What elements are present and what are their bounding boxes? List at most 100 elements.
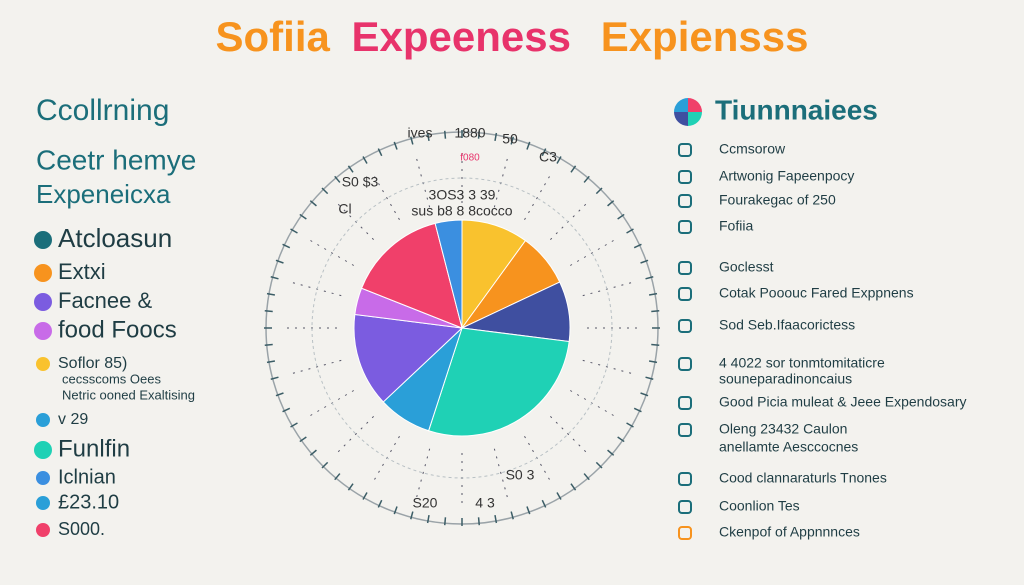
item-icon	[678, 220, 692, 234]
ring-spoke	[414, 448, 431, 502]
ring-label: C3	[539, 149, 557, 165]
item-icon	[678, 526, 692, 540]
ring-tick	[510, 511, 514, 520]
ring-tick	[640, 259, 649, 264]
ring-tick	[526, 506, 531, 515]
title-part: Sofiia	[216, 13, 331, 60]
ring-tick	[651, 309, 660, 313]
item-icon	[678, 194, 692, 208]
ring-spoke	[334, 416, 374, 456]
ring-tick	[595, 187, 603, 195]
item-icon	[34, 264, 52, 282]
right-item: Goclesst	[719, 259, 774, 275]
ring-tick	[477, 517, 481, 526]
ring-tick	[426, 132, 430, 142]
ring-tick	[309, 449, 317, 456]
ring-spoke	[582, 359, 636, 376]
left-item: Facnee &	[58, 288, 152, 313]
ring-tick	[633, 407, 642, 413]
item-icon	[678, 261, 692, 275]
ring-tick	[494, 514, 498, 524]
ring-label: sus b8 8 8cocco	[411, 203, 512, 219]
ring-label: ives	[408, 125, 433, 141]
ring-spoke	[582, 280, 636, 297]
left-subheading: Ceetr hemye	[36, 144, 196, 175]
ring-tick	[640, 392, 649, 397]
ring-spoke	[371, 171, 400, 220]
ring-tick	[270, 376, 279, 380]
left-item: Atcloasun	[58, 223, 172, 253]
right-heading: Tiunnnaiees	[715, 94, 878, 125]
ring-tick	[266, 292, 276, 296]
ring-tick	[299, 436, 307, 443]
ring-spoke	[305, 390, 354, 419]
ring-tick	[270, 276, 279, 280]
ring-spoke	[570, 390, 619, 419]
ring-tick	[626, 422, 634, 428]
item-icon	[678, 287, 692, 301]
ring-spoke	[288, 280, 342, 297]
item-icon	[36, 523, 50, 537]
ring-tick	[393, 141, 398, 150]
ring-tick	[426, 514, 430, 524]
ring-tick	[617, 436, 625, 443]
legend-icon	[674, 98, 702, 126]
right-item: Coonlion Tes	[719, 498, 800, 514]
item-icon	[678, 472, 692, 486]
left-item: £23.10	[58, 491, 119, 513]
item-icon	[678, 319, 692, 333]
ring-spoke	[288, 359, 342, 376]
ring-label: 1880	[454, 125, 485, 141]
ring-tick	[541, 148, 547, 157]
ring-tick	[347, 165, 354, 173]
left-heading: Ccollrning	[36, 94, 169, 127]
pie-slice	[434, 219, 463, 329]
ring-tick	[570, 483, 577, 491]
ring-spoke	[550, 200, 590, 240]
ring-tick	[494, 132, 498, 142]
left-subheading: Expeneicxa	[36, 179, 171, 209]
item-icon	[678, 423, 692, 437]
ring-spoke	[550, 416, 590, 456]
title-part: Expeeness	[352, 13, 571, 60]
ring-tick	[556, 492, 562, 500]
ring-tick	[321, 187, 329, 195]
right-item: Artwonig Fapeenpocy	[719, 168, 854, 184]
ring-tick	[443, 517, 447, 526]
ring-tick	[477, 130, 481, 139]
right-item: Fofiia	[719, 218, 753, 234]
left-item: cecsscoms Oees	[62, 371, 161, 386]
ring-tick	[290, 422, 298, 428]
right-item: Ccmsorow	[719, 141, 786, 157]
item-icon	[34, 322, 52, 340]
right-item: souneparadinoncaius	[719, 371, 852, 387]
right-item: Oleng 23432 Caulon	[719, 421, 847, 437]
ring-tick	[321, 461, 329, 469]
ring-label: S0 $3	[342, 174, 379, 190]
right-item: Ckenpof of Appnnnces	[719, 524, 860, 540]
left-item: v 29	[58, 411, 88, 428]
left-item: Extxi	[58, 259, 106, 284]
ring-label: S20	[413, 495, 438, 511]
ring-spoke	[570, 237, 619, 266]
item-icon	[34, 293, 52, 311]
left-item: food Foocs	[58, 316, 177, 343]
ring-tick	[275, 259, 284, 264]
ring-tick	[362, 156, 368, 164]
item-icon	[36, 413, 50, 427]
ring-tick	[377, 148, 383, 157]
ring-tick	[645, 276, 654, 280]
ring-tick	[541, 499, 547, 508]
ring-tick	[309, 200, 317, 207]
ring-tick	[595, 461, 603, 469]
ring-spoke	[305, 237, 354, 266]
left-item: Soflor 85)	[58, 355, 127, 372]
ring-tick	[648, 292, 658, 296]
ring-tick	[282, 407, 291, 413]
ring-tick	[648, 360, 658, 364]
ring-label: Cl	[338, 201, 351, 217]
ring-spoke	[493, 448, 510, 502]
ring-spoke	[524, 436, 553, 485]
left-item: Netric ooned Exaltising	[62, 387, 195, 402]
ring-spoke	[414, 154, 431, 208]
